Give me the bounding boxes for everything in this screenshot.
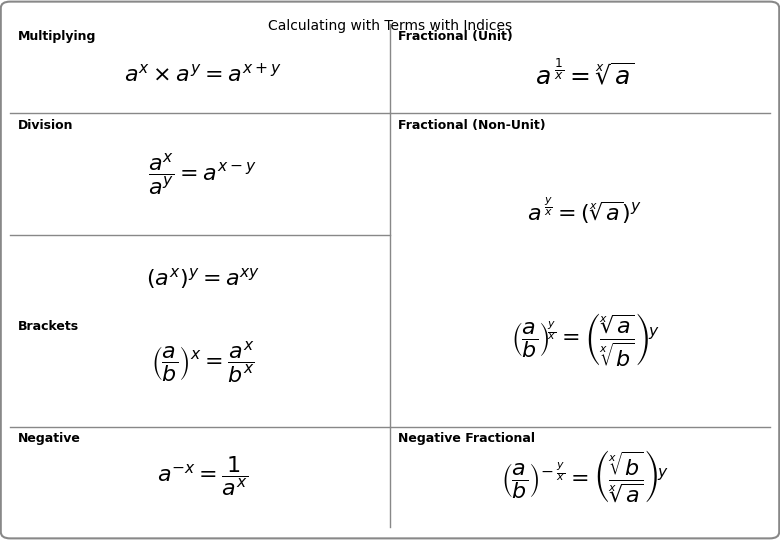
Text: $\left(\dfrac{a}{b}\right)^{\!-\frac{y}{x}} = \left(\dfrac{\sqrt[x]{b}}{\sqrt[x]: $\left(\dfrac{a}{b}\right)^{\!-\frac{y}{… xyxy=(501,449,669,504)
Text: $(a^x)^y = a^{xy}$: $(a^x)^y = a^{xy}$ xyxy=(146,266,260,291)
Text: $a^{-x} = \dfrac{1}{a^x}$: $a^{-x} = \dfrac{1}{a^x}$ xyxy=(158,455,248,498)
Text: Negative: Negative xyxy=(18,432,81,445)
Text: $a^x \times a^y = a^{x+y}$: $a^x \times a^y = a^{x+y}$ xyxy=(124,63,282,86)
Text: Calculating with Terms with Indices: Calculating with Terms with Indices xyxy=(268,19,512,33)
Text: Division: Division xyxy=(18,119,73,132)
Text: $a^{\,\frac{1}{x}} = \sqrt[x]{a}$: $a^{\,\frac{1}{x}} = \sqrt[x]{a}$ xyxy=(535,59,635,90)
Text: $\dfrac{a^x}{a^y} = a^{x-y}$: $\dfrac{a^x}{a^y} = a^{x-y}$ xyxy=(148,151,257,197)
Text: Multiplying: Multiplying xyxy=(18,30,96,43)
Text: $\left(\dfrac{a}{b}\right)^x = \dfrac{a^x}{b^x}$: $\left(\dfrac{a}{b}\right)^x = \dfrac{a^… xyxy=(151,339,255,384)
Text: $\left(\dfrac{a}{b}\right)^{\!\frac{y}{x}} = \left(\dfrac{\sqrt[x]{a}}{\sqrt[x]{: $\left(\dfrac{a}{b}\right)^{\!\frac{y}{x… xyxy=(511,312,659,369)
Text: Fractional (Unit): Fractional (Unit) xyxy=(398,30,512,43)
Text: Brackets: Brackets xyxy=(18,320,79,333)
Text: Negative Fractional: Negative Fractional xyxy=(398,432,535,445)
Text: $a^{\,\frac{y}{x}} = \left(\sqrt[x]{a}\right)^y$: $a^{\,\frac{y}{x}} = \left(\sqrt[x]{a}\r… xyxy=(527,195,643,226)
Text: Fractional (Non-Unit): Fractional (Non-Unit) xyxy=(398,119,545,132)
